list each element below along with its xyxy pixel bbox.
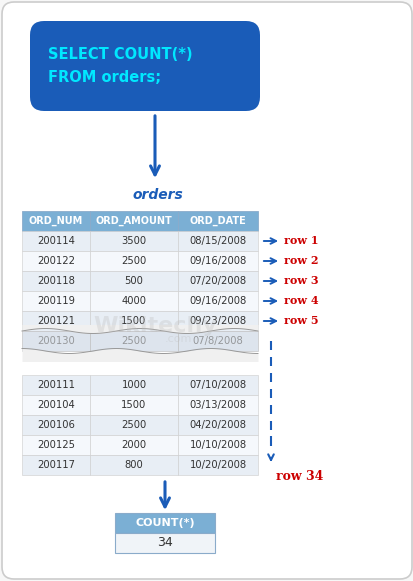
Bar (22, 435, 90, 455)
Text: SELECT COUNT(*)
FROM orders;: SELECT COUNT(*) FROM orders; (48, 47, 192, 85)
Text: ORD_DATE: ORD_DATE (189, 216, 246, 226)
Text: ORD_NUM: ORD_NUM (29, 216, 83, 226)
Bar (178, 415, 257, 435)
Text: 200111: 200111 (37, 380, 75, 390)
Text: Wikitechy: Wikitechy (93, 316, 216, 336)
Text: 09/16/2008: 09/16/2008 (189, 256, 246, 266)
Text: 500: 500 (124, 276, 143, 286)
Text: 200121: 200121 (37, 316, 75, 326)
Text: 1500: 1500 (121, 316, 146, 326)
Text: 3500: 3500 (121, 236, 146, 246)
Bar (22, 455, 90, 475)
Text: 09/23/2008: 09/23/2008 (189, 316, 246, 326)
Bar (90, 211, 178, 231)
Text: 1000: 1000 (121, 380, 146, 390)
Text: 200104: 200104 (37, 400, 75, 410)
Bar (22, 331, 90, 351)
Bar (178, 331, 257, 351)
Text: 200122: 200122 (37, 256, 75, 266)
Text: row 1: row 1 (283, 235, 318, 246)
Text: 2000: 2000 (121, 440, 146, 450)
Text: 07/20/2008: 07/20/2008 (189, 276, 246, 286)
Bar (178, 231, 257, 251)
Bar (178, 291, 257, 311)
Bar (22, 231, 90, 251)
Bar (90, 331, 178, 351)
Text: 34: 34 (157, 536, 173, 550)
Bar (90, 231, 178, 251)
Bar (178, 251, 257, 271)
Text: row 4: row 4 (283, 296, 318, 307)
Text: .com: .com (164, 334, 191, 344)
Bar (90, 395, 178, 415)
Bar (178, 455, 257, 475)
Bar (178, 435, 257, 455)
Bar (22, 211, 90, 231)
Bar (90, 435, 178, 455)
Text: 200119: 200119 (37, 296, 75, 306)
Text: row 34: row 34 (275, 470, 323, 483)
Text: row 5: row 5 (283, 315, 318, 327)
Bar (90, 375, 178, 395)
Text: 09/16/2008: 09/16/2008 (189, 296, 246, 306)
Bar (115, 513, 214, 533)
Bar (90, 291, 178, 311)
Text: 200118: 200118 (37, 276, 75, 286)
Text: 1500: 1500 (121, 400, 146, 410)
Bar (22, 251, 90, 271)
Bar (90, 311, 178, 331)
Bar (22, 271, 90, 291)
Bar (90, 415, 178, 435)
Text: 200125: 200125 (37, 440, 75, 450)
Text: 2500: 2500 (121, 336, 146, 346)
Bar (90, 251, 178, 271)
Bar (90, 455, 178, 475)
Text: 10/20/2008: 10/20/2008 (189, 460, 246, 470)
Text: ORD_AMOUNT: ORD_AMOUNT (95, 216, 172, 226)
Text: 10/10/2008: 10/10/2008 (189, 440, 246, 450)
Text: orders: orders (132, 188, 183, 202)
Text: 04/20/2008: 04/20/2008 (189, 420, 246, 430)
Text: COUNT(*): COUNT(*) (135, 518, 195, 528)
Text: 200106: 200106 (37, 420, 75, 430)
Bar (90, 271, 178, 291)
Text: 4000: 4000 (121, 296, 146, 306)
Bar (178, 311, 257, 331)
Text: row 3: row 3 (283, 275, 318, 286)
Text: 07/10/2008: 07/10/2008 (189, 380, 246, 390)
Bar (178, 375, 257, 395)
Text: 2500: 2500 (121, 420, 146, 430)
Text: 200117: 200117 (37, 460, 75, 470)
Bar (178, 271, 257, 291)
Bar (178, 211, 257, 231)
Bar (22, 375, 90, 395)
Text: 08/15/2008: 08/15/2008 (189, 236, 246, 246)
Bar (178, 395, 257, 415)
Text: 03/13/2008: 03/13/2008 (189, 400, 246, 410)
Bar (22, 311, 90, 331)
Text: 2500: 2500 (121, 256, 146, 266)
Bar (22, 415, 90, 435)
Bar (22, 291, 90, 311)
Bar (115, 533, 214, 553)
Text: 200130: 200130 (37, 336, 75, 346)
Text: 200114: 200114 (37, 236, 75, 246)
Text: row 2: row 2 (283, 256, 318, 267)
Text: 800: 800 (124, 460, 143, 470)
Bar (22, 395, 90, 415)
FancyBboxPatch shape (30, 21, 259, 111)
Text: 07/8/2008: 07/8/2008 (192, 336, 243, 346)
